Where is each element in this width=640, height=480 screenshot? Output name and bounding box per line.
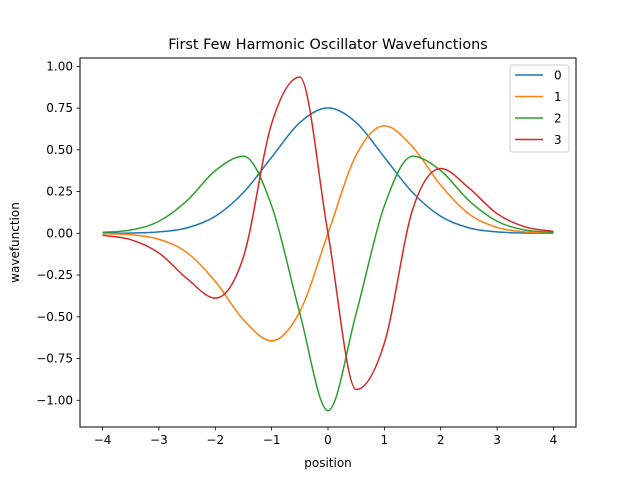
legend-label-3: 3 <box>554 133 562 147</box>
y-tick-label: 0.50 <box>46 143 73 157</box>
y-tick-label: 0.00 <box>46 226 73 240</box>
legend-label-0: 0 <box>554 69 562 83</box>
legend-box <box>509 64 570 153</box>
chart-title: First Few Harmonic Oscillator Wavefuncti… <box>168 37 488 53</box>
x-tick-label: −2 <box>206 433 224 447</box>
x-tick-label: 3 <box>493 433 501 447</box>
legend-label-2: 2 <box>554 112 562 126</box>
x-tick-label: −1 <box>263 433 281 447</box>
y-tick-label: 0.25 <box>46 185 73 199</box>
y-tick-label: 1.00 <box>46 59 73 73</box>
y-tick-label: −1.00 <box>36 393 73 407</box>
y-tick-label: 0.75 <box>46 101 73 115</box>
x-tick-label: 2 <box>437 433 445 447</box>
series-line-2 <box>102 155 554 412</box>
x-tick-label: −3 <box>150 433 168 447</box>
y-tick-label: −0.50 <box>36 310 73 324</box>
series-line-0 <box>102 107 554 235</box>
x-axis: −4 −3 −2 −1 0 1 2 3 4 <box>94 427 558 447</box>
y-tick-label: −0.25 <box>36 268 73 282</box>
x-axis-label: position <box>304 456 352 470</box>
x-tick-label: −4 <box>94 433 112 447</box>
x-tick-label: 1 <box>381 433 389 447</box>
x-tick-label: 4 <box>550 433 558 447</box>
y-tick-label: −0.75 <box>36 352 73 366</box>
y-axis: −1.00 −0.75 −0.50 −0.25 0.00 0.25 0.50 0.75 1.00 <box>36 59 80 407</box>
legend: 0 1 2 3 <box>509 64 570 153</box>
legend-label-1: 1 <box>554 90 562 104</box>
series-line-3 <box>102 76 554 391</box>
series-layer <box>102 76 554 412</box>
y-axis-label: wavefunction <box>8 202 22 283</box>
x-tick-label: 0 <box>324 433 332 447</box>
